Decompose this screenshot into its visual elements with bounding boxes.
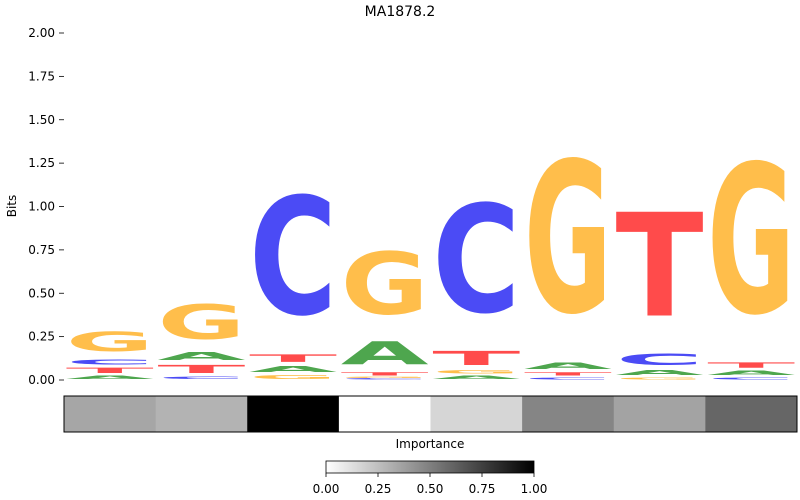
logo-letter-T: T — [341, 371, 429, 376]
y-tick-label: 0.00 — [28, 373, 55, 387]
logo-letter-A: A — [432, 375, 520, 380]
colorbar-tick-label: 0.75 — [469, 482, 496, 496]
y-tick-label: 1.25 — [28, 156, 55, 170]
logo-letter-A: A — [157, 351, 246, 363]
y-tick-label: 0.25 — [28, 330, 55, 344]
y-axis-label: Bits — [5, 195, 19, 218]
logo-letter-T: T — [432, 347, 520, 370]
colorbar-tick-label: 0.50 — [417, 482, 444, 496]
logo-letter-G: G — [157, 295, 245, 351]
y-tick-label: 0.75 — [28, 243, 55, 257]
y-tick-label: 1.00 — [28, 200, 55, 214]
logo-letter-C: C — [616, 350, 704, 369]
logo-letter-C: C — [707, 377, 795, 380]
logo-letter-T: T — [157, 363, 245, 376]
y-tick-label: 1.75 — [28, 69, 55, 83]
heatmap-cell — [705, 396, 798, 432]
heatmap-cell — [155, 396, 248, 432]
heatmap-cell — [338, 396, 431, 432]
logo-letter-G: G — [66, 327, 154, 358]
importance-label: Importance — [396, 437, 465, 451]
logo-letter-G: G — [249, 374, 337, 380]
logo-letter-C: C — [249, 163, 337, 352]
logo-letter-T: T — [616, 184, 704, 350]
heatmap-cell — [64, 396, 157, 432]
heatmap-cell — [430, 396, 523, 432]
heatmap-cell — [522, 396, 615, 432]
logo-letter-A: A — [707, 370, 795, 377]
logo-letter-G: G — [341, 235, 429, 335]
colorbar-tick-label: 0.25 — [365, 482, 392, 496]
y-axis: 0.00 0.25 0.50 0.75 1.00 1.25 1.50 1.75 2.00 — [28, 26, 64, 387]
heatmap-cell — [613, 396, 706, 432]
logo-letter-C: C — [524, 377, 612, 380]
logo-letter-G: G — [432, 370, 520, 375]
colorbar: 0.00 0.25 0.50 0.75 1.00 — [313, 460, 548, 496]
logo-letter-T: T — [707, 361, 795, 370]
colorbar-gradient — [325, 460, 535, 474]
logo-letter-G: G — [341, 377, 429, 379]
y-tick-label: 0.50 — [28, 286, 55, 300]
colorbar-tick-label: 0.00 — [313, 482, 340, 496]
heatmap-frame — [63, 395, 798, 433]
logo-letter-G: G — [524, 119, 612, 360]
logo-letter-A: A — [524, 361, 612, 371]
logo-letter-A: A — [616, 369, 704, 377]
logo-letter-C: C — [341, 378, 429, 380]
logo-letter-T: T — [249, 352, 337, 364]
logo-letter-G: G — [707, 121, 795, 360]
logo-letter-A: A — [341, 335, 430, 371]
y-tick-label: 2.00 — [28, 26, 55, 40]
logo-letter-C: C — [157, 376, 245, 380]
logo-letter-T: T — [524, 371, 612, 376]
logo-letter-G: G — [616, 377, 704, 380]
chart-title: MA1878.2 — [365, 4, 436, 20]
importance-heatmap — [63, 395, 798, 433]
logo-letter-T: T — [66, 366, 154, 375]
heatmap-cell — [247, 396, 340, 432]
colorbar-tick-label: 1.00 — [521, 482, 548, 496]
logo-letter-C: C — [66, 358, 154, 367]
y-tick-label: 1.50 — [28, 113, 55, 127]
logo-letter-A: A — [249, 364, 337, 374]
logo-letter-C: C — [432, 174, 520, 347]
logo-letter-A: A — [66, 375, 154, 380]
